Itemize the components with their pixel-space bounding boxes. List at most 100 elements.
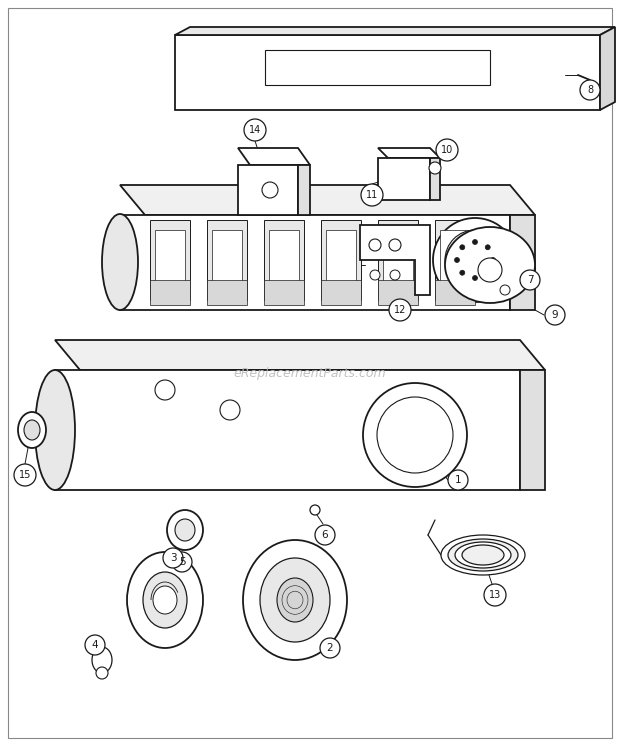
Circle shape [484, 584, 506, 606]
Circle shape [389, 239, 401, 251]
Polygon shape [207, 280, 247, 305]
Circle shape [520, 270, 540, 290]
Text: 3: 3 [170, 553, 176, 563]
Circle shape [14, 464, 36, 486]
Polygon shape [55, 370, 520, 490]
Polygon shape [430, 158, 440, 200]
Ellipse shape [102, 214, 138, 310]
Polygon shape [321, 220, 361, 300]
Text: 15: 15 [19, 470, 31, 480]
Polygon shape [321, 280, 361, 305]
Polygon shape [155, 230, 185, 295]
Circle shape [490, 257, 495, 263]
Circle shape [485, 245, 490, 250]
Ellipse shape [363, 383, 467, 487]
Ellipse shape [433, 218, 517, 302]
Ellipse shape [143, 572, 187, 628]
Circle shape [220, 400, 240, 420]
Circle shape [472, 275, 477, 280]
Text: eReplacementParts.com: eReplacementParts.com [234, 366, 386, 380]
Polygon shape [120, 215, 510, 310]
Polygon shape [383, 230, 413, 295]
Circle shape [500, 285, 510, 295]
Polygon shape [435, 280, 475, 305]
Polygon shape [175, 27, 615, 35]
Circle shape [460, 245, 465, 250]
Circle shape [472, 239, 477, 245]
Circle shape [485, 270, 490, 275]
Polygon shape [265, 50, 490, 85]
Text: 4: 4 [92, 640, 99, 650]
Polygon shape [238, 165, 298, 215]
Circle shape [580, 80, 600, 100]
Ellipse shape [35, 370, 75, 490]
Ellipse shape [92, 647, 112, 673]
Polygon shape [378, 158, 430, 200]
Ellipse shape [445, 227, 535, 303]
Polygon shape [238, 148, 310, 165]
Polygon shape [378, 280, 418, 305]
Ellipse shape [18, 412, 46, 448]
Ellipse shape [448, 539, 518, 571]
Polygon shape [298, 165, 310, 215]
Polygon shape [207, 220, 247, 300]
Text: 12: 12 [394, 305, 406, 315]
Ellipse shape [175, 519, 195, 541]
Circle shape [478, 258, 502, 282]
Circle shape [172, 552, 192, 572]
Polygon shape [150, 220, 190, 300]
Text: 9: 9 [552, 310, 559, 320]
Polygon shape [264, 220, 304, 300]
Circle shape [448, 470, 468, 490]
Circle shape [155, 380, 175, 400]
Polygon shape [212, 230, 242, 295]
Circle shape [361, 184, 383, 206]
Circle shape [163, 548, 183, 568]
Text: 6: 6 [322, 530, 329, 540]
Ellipse shape [445, 230, 505, 290]
Circle shape [310, 505, 320, 515]
Ellipse shape [377, 397, 453, 473]
Ellipse shape [24, 420, 40, 440]
Ellipse shape [243, 540, 347, 660]
Polygon shape [510, 215, 535, 310]
Polygon shape [326, 230, 356, 295]
Text: 5: 5 [179, 557, 185, 567]
Text: 14: 14 [249, 125, 261, 135]
Circle shape [320, 638, 340, 658]
Circle shape [369, 239, 381, 251]
Ellipse shape [127, 552, 203, 648]
Polygon shape [264, 280, 304, 305]
Polygon shape [360, 225, 430, 295]
Circle shape [315, 525, 335, 545]
Circle shape [96, 667, 108, 679]
Ellipse shape [153, 586, 177, 614]
Ellipse shape [277, 578, 313, 622]
Polygon shape [378, 220, 418, 300]
Circle shape [244, 119, 266, 141]
Ellipse shape [462, 545, 504, 565]
Polygon shape [175, 35, 600, 110]
Ellipse shape [260, 558, 330, 642]
Polygon shape [55, 340, 545, 370]
Circle shape [436, 139, 458, 161]
Circle shape [262, 182, 278, 198]
Ellipse shape [167, 510, 203, 550]
Text: 13: 13 [489, 590, 501, 600]
Circle shape [545, 305, 565, 325]
Circle shape [389, 299, 411, 321]
Polygon shape [435, 220, 475, 300]
Polygon shape [150, 280, 190, 305]
Polygon shape [378, 148, 440, 158]
Text: 10: 10 [441, 145, 453, 155]
Polygon shape [269, 230, 299, 295]
Polygon shape [440, 230, 470, 295]
Circle shape [460, 270, 465, 275]
Circle shape [85, 635, 105, 655]
Polygon shape [120, 185, 535, 215]
Polygon shape [520, 370, 545, 490]
Text: 1: 1 [454, 475, 461, 485]
Circle shape [370, 270, 380, 280]
Polygon shape [600, 27, 615, 110]
Ellipse shape [441, 535, 525, 575]
